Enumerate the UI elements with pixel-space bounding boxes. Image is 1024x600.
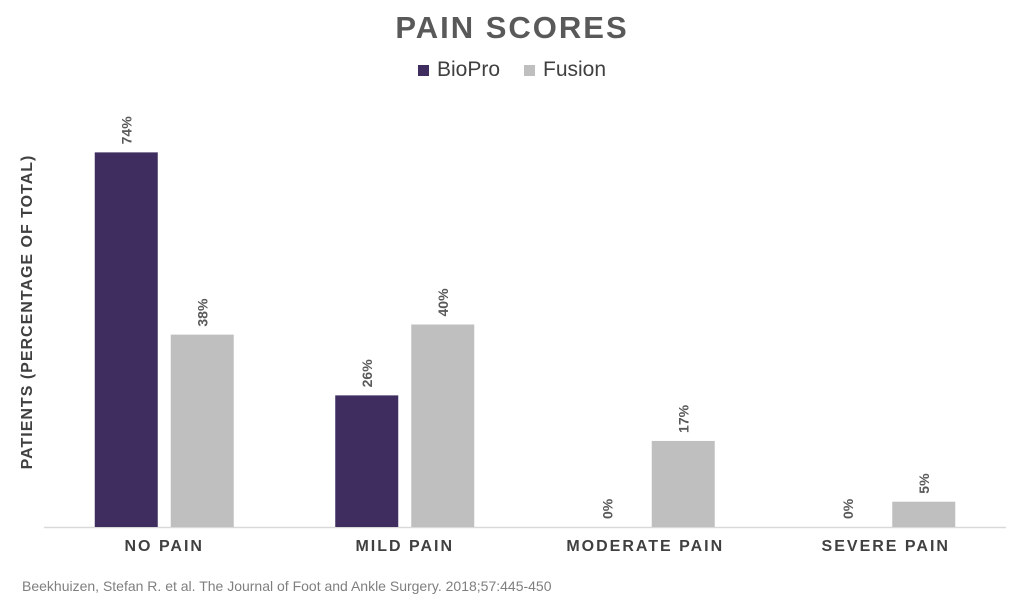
bar-fusion-2 [411, 324, 475, 527]
bar-fusion-1 [170, 334, 234, 527]
chart-title: PAIN SCORES [395, 10, 629, 45]
legend-label-fusion: Fusion [543, 58, 607, 81]
data-label-fusion-2: 40% [435, 288, 451, 317]
legend: BioPro Fusion [0, 58, 1024, 82]
bar-biopro-1 [94, 152, 158, 527]
x-tick-label-3: MODERATE PAIN [566, 538, 724, 555]
x-tick-label-1: NO PAIN [125, 538, 204, 555]
data-label-biopro-4: 0% [840, 498, 856, 519]
bar-fusion-4 [892, 501, 956, 527]
data-label-fusion-1: 38% [194, 298, 210, 327]
data-label-biopro-2: 26% [359, 359, 375, 388]
bar-fusion-3 [651, 440, 715, 527]
data-label-biopro-3: 0% [599, 498, 615, 519]
x-tick-label-2: MILD PAIN [355, 538, 454, 555]
citation-footnote: Beekhuizen, Stefan R. et al. The Journal… [22, 578, 552, 594]
legend-swatch-biopro [417, 64, 429, 76]
legend-item-fusion: Fusion [524, 58, 606, 82]
data-label-biopro-1: 74% [118, 116, 134, 145]
legend-swatch-fusion [524, 64, 535, 76]
x-tick-label-4: SEVERE PAIN [822, 538, 950, 555]
data-label-fusion-4: 5% [916, 473, 932, 494]
bar-biopro-2 [335, 395, 399, 527]
data-label-fusion-3: 17% [675, 404, 691, 433]
legend-item-biopro: BioPro [417, 58, 500, 82]
legend-label-biopro: BioPro [436, 58, 500, 81]
